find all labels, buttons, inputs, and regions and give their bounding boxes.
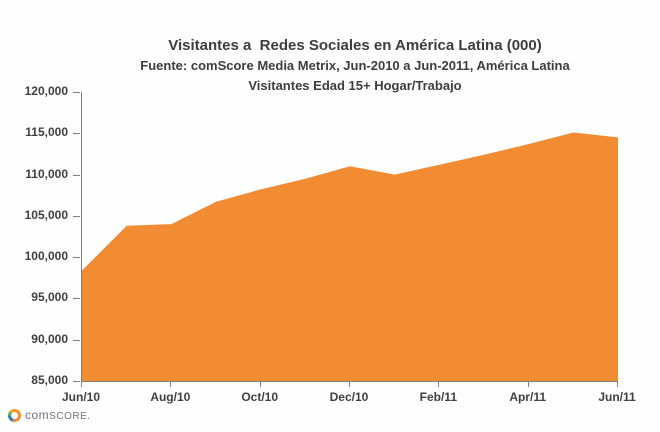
y-axis-label: 85,000 xyxy=(31,373,68,387)
x-axis-tick xyxy=(170,382,172,387)
chart-header: Visitantes a Redes Sociales en América L… xyxy=(70,36,640,96)
y-axis-tick xyxy=(73,174,80,176)
y-axis-tick xyxy=(73,133,80,135)
y-axis-label: 95,000 xyxy=(31,290,68,305)
chart-title: Visitantes a Redes Sociales en América L… xyxy=(168,37,542,54)
chart-subtitle-source: Fuente: comScore Media Metrix, Jun-2010 … xyxy=(140,58,570,73)
comscore-logo-text: comSCORE. xyxy=(25,406,91,424)
x-axis-tick xyxy=(527,382,529,387)
y-axis-label: 115,000 xyxy=(25,125,68,140)
comscore-logo-icon xyxy=(8,408,21,422)
y-axis-label: 105,000 xyxy=(24,207,68,222)
area-series xyxy=(82,132,618,381)
x-axis-label: Dec/10 xyxy=(329,390,369,404)
x-axis-tick xyxy=(349,382,350,387)
y-axis-tick xyxy=(73,339,80,341)
y-axis-tick xyxy=(73,298,80,300)
x-axis-label: Jun/10 xyxy=(61,390,100,404)
y-axis-label: 110,000 xyxy=(25,166,68,181)
x-axis-label: Feb/11 xyxy=(419,390,457,404)
y-axis-tick xyxy=(73,92,80,93)
logo-text-score: SCORE. xyxy=(49,411,91,422)
y-axis-tick xyxy=(73,381,80,382)
y-axis-tick xyxy=(73,257,80,259)
chart-subtitle-audience: Visitantes Edad 15+ Hogar/Trabajo xyxy=(248,78,462,93)
y-axis-tick xyxy=(73,215,80,217)
plot-area xyxy=(81,92,618,382)
x-axis-tick xyxy=(617,382,618,387)
x-axis-label: Aug/10 xyxy=(150,390,191,404)
x-axis-tick xyxy=(259,382,261,387)
x-axis-tick xyxy=(81,382,82,387)
area-polygon xyxy=(82,132,618,381)
x-axis-label: Oct/10 xyxy=(241,390,278,404)
x-axis-label: Jun/11 xyxy=(598,390,636,404)
comscore-logo: comSCORE. xyxy=(8,406,91,424)
x-axis-tick xyxy=(438,382,440,387)
y-axis-label: 120,000 xyxy=(24,84,68,98)
y-axis-label: 90,000 xyxy=(31,331,68,346)
y-axis-label: 100,000 xyxy=(24,249,68,264)
logo-text-com: com xyxy=(25,408,50,422)
x-axis-label: Apr/11 xyxy=(509,390,546,404)
